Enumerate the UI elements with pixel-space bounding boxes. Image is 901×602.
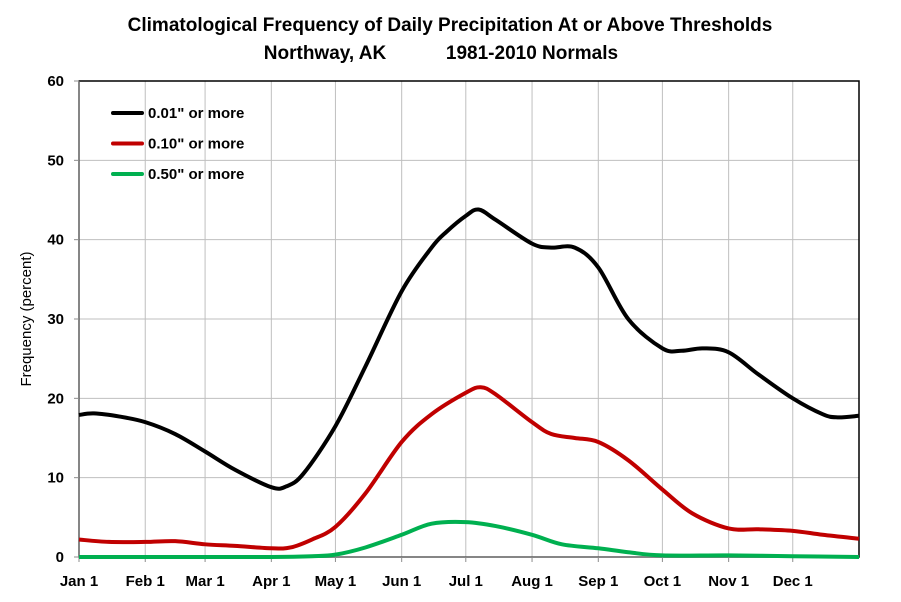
y-tick-label: 60 [47,73,64,90]
x-tick-label: Nov 1 [708,573,749,590]
y-tick-label: 50 [47,152,64,169]
x-tick-label: Jul 1 [449,573,483,590]
legend-label: 0.50" or more [148,166,244,183]
y-tick-label: 0 [56,549,64,566]
legend-item: 0.50" or more [111,166,244,183]
series-010-line [78,385,860,551]
y-tick-label: 10 [47,470,64,487]
x-tick-label: Feb 1 [126,573,165,590]
x-tick-label: Mar 1 [185,573,224,590]
y-tick-label: 30 [47,311,64,328]
y-tick-label: 20 [47,390,64,407]
legend-label: 0.01" or more [148,105,244,122]
legend: 0.01" or more 0.10" or more 0.50" or more [111,105,244,183]
axes: 0 10 20 30 40 50 60 Jan 1 Feb 1 Mar 1 Apr 1 May 1 Ju… [47,73,859,590]
chart-subtitle-period: 1981-2010 Normals [446,43,618,64]
series-001-line [78,207,860,491]
x-tick-label: May 1 [315,573,357,590]
gridlines [79,81,859,557]
x-tick-label: Apr 1 [252,573,290,590]
x-tick-label: Jun 1 [382,573,421,590]
x-tick-label: Sep 1 [578,573,618,590]
y-axis-label: Frequency (percent) [18,251,35,386]
legend-label: 0.10" or more [148,136,244,153]
legend-item: 0.01" or more [111,105,244,122]
x-tick-label: Aug 1 [511,573,553,590]
chart-title: Climatological Frequency of Daily Precip… [128,15,773,36]
series-050-line [78,519,860,560]
series-lines [78,207,860,560]
chart-subtitle-location: Northway, AK [264,43,387,64]
x-tick-label: Jan 1 [60,573,98,590]
legend-item: 0.10" or more [111,136,244,153]
x-tick-label: Dec 1 [773,573,813,590]
x-tick-label: Oct 1 [644,573,682,590]
y-tick-label: 40 [47,232,64,249]
